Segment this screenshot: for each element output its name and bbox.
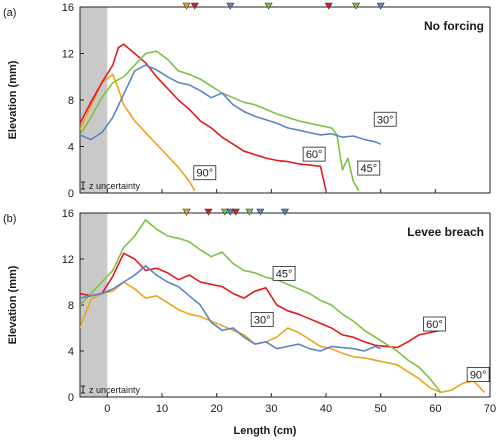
series-label: 30° xyxy=(377,114,394,126)
series-label-box xyxy=(466,367,490,383)
top-marker xyxy=(245,208,254,216)
y-tick-label: 16 xyxy=(62,2,74,14)
series-line-45deg xyxy=(80,50,360,192)
series-label: 60° xyxy=(426,319,443,331)
x-tick-label: 40 xyxy=(320,403,332,415)
x-tick-label: 10 xyxy=(156,403,168,415)
panel-label: (a) xyxy=(3,7,16,19)
y-axis-label: Elevation (mm) xyxy=(7,265,19,344)
top-marker xyxy=(226,2,235,10)
x-axis-label: Length (cm) xyxy=(234,425,297,437)
uncertainty-label: z uncertainty xyxy=(89,181,141,191)
top-marker xyxy=(182,208,191,216)
x-tick-label: 30 xyxy=(265,403,277,415)
shaded-region xyxy=(80,213,108,397)
panel-b: 0 4 8 12 16 0 10 20 30 40 50 60 70 Elevation (mm) Leng… xyxy=(3,208,496,437)
panel-title: No forcing xyxy=(424,19,484,33)
top-marker xyxy=(264,2,273,10)
series-label: 30° xyxy=(254,314,271,326)
top-marker xyxy=(256,208,265,216)
y-axis-label: Elevation (mm) xyxy=(7,60,19,139)
y-tick-label: 12 xyxy=(62,254,74,266)
y-tick-label: 0 xyxy=(68,392,74,404)
x-tick-label: 0 xyxy=(104,403,110,415)
top-marker xyxy=(190,2,199,10)
series-line-90deg xyxy=(80,281,486,394)
plot-frame xyxy=(79,6,491,194)
top-marker xyxy=(280,208,290,216)
top-marker xyxy=(352,2,361,10)
x-tick-label: 20 xyxy=(211,403,223,415)
panel-label: (b) xyxy=(3,213,16,225)
x-tick-label: 70 xyxy=(484,403,496,415)
series-label: 90° xyxy=(196,168,213,180)
y-tick-label: 4 xyxy=(68,346,74,358)
series-line-60deg xyxy=(80,252,441,349)
uncertainty-label: z uncertainty xyxy=(89,385,141,395)
series-label: 45° xyxy=(276,268,293,280)
panel-a: 0 4 8 12 16 Elevation (mm) (a) No forcing z unce… xyxy=(3,2,491,200)
top-marker xyxy=(376,2,385,10)
x-tick-label: 50 xyxy=(375,403,387,415)
top-marker xyxy=(220,208,229,216)
y-tick-label: 0 xyxy=(68,188,74,200)
series-label-box xyxy=(357,160,381,176)
series-line-30deg xyxy=(80,265,382,352)
y-tick-label: 16 xyxy=(62,208,74,220)
top-marker xyxy=(204,208,213,216)
top-marker xyxy=(226,208,235,216)
x-tick-label: 60 xyxy=(429,403,441,415)
plot-frame xyxy=(79,212,491,398)
series-label-box xyxy=(250,311,274,327)
series-label-box xyxy=(272,265,296,281)
series-label-box xyxy=(302,146,326,162)
y-tick-label: 8 xyxy=(68,95,74,107)
series-label-box xyxy=(422,316,446,332)
series-label: 45° xyxy=(360,163,377,175)
series-line-60deg xyxy=(80,43,327,191)
panel-title: Levee breach xyxy=(407,225,484,239)
y-tick-label: 8 xyxy=(68,300,74,312)
series-line-30deg xyxy=(80,64,382,145)
y-tick-label: 12 xyxy=(62,49,74,61)
top-marker xyxy=(182,2,191,10)
series-label: 60° xyxy=(306,149,323,161)
series-line-45deg xyxy=(80,219,442,393)
series-label-box xyxy=(193,165,217,181)
top-marker xyxy=(324,2,333,10)
top-marker xyxy=(231,208,240,216)
y-tick-label: 4 xyxy=(68,142,74,154)
series-label: 90° xyxy=(470,370,487,382)
series-label-box xyxy=(373,111,397,127)
